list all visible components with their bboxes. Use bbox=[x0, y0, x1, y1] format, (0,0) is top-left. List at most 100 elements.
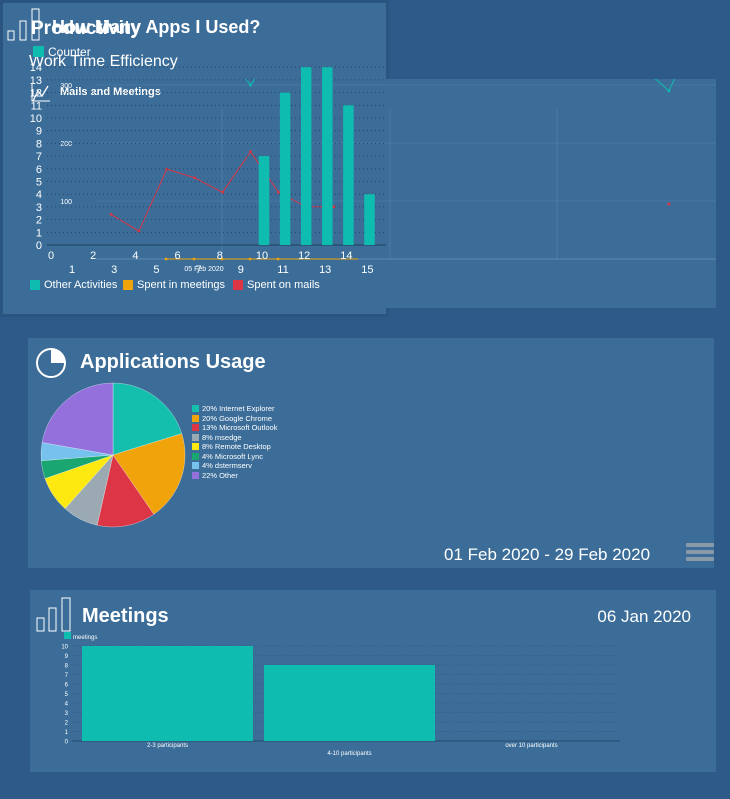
x-tick-label: 12 bbox=[298, 250, 310, 262]
y-tick-label: 200 bbox=[60, 141, 72, 148]
meetings-bar[interactable] bbox=[264, 665, 435, 741]
counter-bar[interactable] bbox=[343, 105, 354, 245]
meetings-chart: Meetings 06 Jan 2020 meetings 1098765432… bbox=[36, 597, 691, 757]
x-tick-label: 4 bbox=[132, 250, 138, 262]
y-tick-label: 10 bbox=[30, 113, 42, 125]
legend-label: 20% Google Chrome bbox=[202, 413, 273, 423]
legend-label: 4% dstermserv bbox=[202, 461, 253, 470]
y-tick-label: 13 bbox=[30, 75, 42, 87]
page-title: Productivity bbox=[31, 18, 141, 39]
legend-swatch bbox=[192, 452, 199, 460]
pie-legend-item[interactable]: 8% Remote Desktop bbox=[192, 442, 277, 452]
apps-counter-chart: How Many Apps I Used? Counter 1413121110… bbox=[7, 8, 386, 276]
pie-chart-icon bbox=[36, 348, 66, 378]
data-point bbox=[667, 89, 671, 93]
x-category-label: 2-3 participants bbox=[147, 743, 188, 749]
data-point bbox=[193, 176, 197, 180]
y-tick-label: 100 bbox=[60, 199, 72, 206]
x-tick-label: 2 bbox=[90, 250, 96, 262]
x-axis-label: 05 Feb 2020 bbox=[184, 266, 223, 273]
x-tick-label: 5 bbox=[153, 264, 159, 276]
pie-legend-item[interactable]: 4% Microsoft Lync bbox=[192, 452, 277, 462]
y-tick-label: 1 bbox=[65, 730, 69, 736]
legend-swatch bbox=[192, 443, 199, 451]
y-tick-label: 0 bbox=[65, 740, 69, 746]
y-tick-label: 4 bbox=[36, 189, 42, 201]
legend-label: 8% msedge bbox=[202, 432, 242, 442]
legend-label: 20% Internet Explorer bbox=[202, 404, 275, 413]
pie-slice[interactable] bbox=[96, 454, 155, 528]
legend-swatch bbox=[192, 405, 199, 413]
y-tick-label: 0 bbox=[36, 240, 42, 252]
counter-bar[interactable] bbox=[258, 156, 270, 245]
y-tick-label: 1 bbox=[36, 227, 42, 239]
meetings-legend-label[interactable]: meetings bbox=[73, 635, 97, 641]
pie-legend-item[interactable]: 4% dstermserv bbox=[192, 461, 277, 471]
pie-slice[interactable] bbox=[112, 433, 186, 515]
y-tick-label: 5 bbox=[36, 177, 42, 189]
y-tick-label: 8 bbox=[36, 138, 42, 150]
pie-legend-item[interactable]: 13% Microsoft Outlook bbox=[192, 423, 277, 433]
date-range[interactable]: 01 Feb 2020 - 29 Feb 2020 bbox=[444, 545, 651, 564]
x-category-label: 4-10 participants bbox=[327, 751, 371, 757]
x-tick-label: 13 bbox=[319, 264, 331, 276]
y-tick-label: 2 bbox=[36, 215, 42, 227]
legend-label: 8% Remote Desktop bbox=[202, 442, 271, 451]
y-tick-label: 12 bbox=[30, 88, 42, 100]
y-tick-label: 6 bbox=[65, 683, 69, 689]
y-tick-label: 7 bbox=[36, 151, 42, 163]
line-chart-icon bbox=[31, 84, 50, 102]
pie-legend-item[interactable]: 20% Internet Explorer bbox=[192, 404, 277, 414]
counter-bar[interactable] bbox=[364, 194, 375, 245]
legend-spent-meetings[interactable]: Spent in meetings bbox=[123, 279, 225, 291]
y-tick-label: 2 bbox=[65, 721, 69, 727]
meetings-title: Meetings bbox=[82, 605, 169, 627]
y-tick-label: 5 bbox=[65, 692, 69, 698]
x-tick-label: 0 bbox=[48, 250, 54, 262]
y-tick-label: 14 bbox=[30, 62, 42, 74]
data-point bbox=[137, 229, 141, 233]
pie-legend-item[interactable]: 22% Other bbox=[192, 471, 277, 481]
apps-counter-panel: How Many Apps I Used? Counter 14 13 12 11 10… bbox=[0, 0, 389, 317]
counter-legend-label[interactable]: Counter bbox=[48, 45, 91, 59]
top-divider bbox=[8, 10, 301, 11]
legend-label: 13% Microsoft Outlook bbox=[202, 423, 278, 432]
counter-bar[interactable] bbox=[300, 67, 312, 245]
counter-bar[interactable] bbox=[279, 92, 291, 245]
data-point bbox=[277, 190, 280, 194]
legend-swatch bbox=[192, 433, 199, 441]
x-tick-label: 9 bbox=[238, 264, 244, 276]
data-point bbox=[249, 150, 252, 154]
x-tick-label: 6 bbox=[175, 250, 181, 262]
pie-slice[interactable] bbox=[41, 382, 114, 456]
menu-icon[interactable] bbox=[686, 543, 714, 565]
y-tick-label: 4 bbox=[65, 702, 69, 708]
pie-legend-item[interactable]: 20% Google Chrome bbox=[192, 414, 277, 424]
y-tick-label: 3 bbox=[36, 202, 42, 214]
mails-panel-title: Mails and Meetings bbox=[60, 86, 161, 98]
page-subtitle: Work Time Efficiency bbox=[29, 53, 178, 70]
pie-legend-item[interactable]: 8% msedge bbox=[192, 433, 277, 443]
meetings-panel: Meetings 06 Jan 2020 meetings 10 9 8 7 6 5 4 3 2… bbox=[30, 590, 716, 772]
x-tick-label: 3 bbox=[111, 264, 117, 276]
legend-label: 22% Other bbox=[202, 470, 238, 480]
pie-slice[interactable] bbox=[112, 382, 182, 456]
x-tick-label: 14 bbox=[340, 250, 352, 262]
legend-swatch bbox=[192, 414, 199, 422]
x-tick-label: 15 bbox=[361, 264, 373, 276]
data-point bbox=[165, 167, 169, 171]
applications-usage-title: Applications Usage bbox=[80, 351, 266, 373]
mails-meetings-panel: Mails and Meetings 500400300200100 05 Fe… bbox=[28, 79, 716, 308]
pie-legend: 20% Internet Explorer 20% Google Chrome 13… bbox=[192, 404, 277, 480]
meetings-bar[interactable] bbox=[82, 646, 253, 741]
legend-spent-mails[interactable]: Spent on mails bbox=[233, 279, 320, 291]
y-tick-label: 9 bbox=[36, 126, 42, 138]
legend-other-activities[interactable]: Other Activities bbox=[30, 279, 117, 291]
x-tick-label: 8 bbox=[217, 250, 223, 262]
x-category-label: over 10 participants bbox=[505, 743, 557, 749]
data-point bbox=[332, 205, 336, 209]
legend-swatch bbox=[192, 471, 199, 479]
y-tick-label: 10 bbox=[61, 645, 68, 651]
y-tick-label: 11 bbox=[31, 100, 42, 112]
counter-bar[interactable] bbox=[322, 67, 333, 245]
